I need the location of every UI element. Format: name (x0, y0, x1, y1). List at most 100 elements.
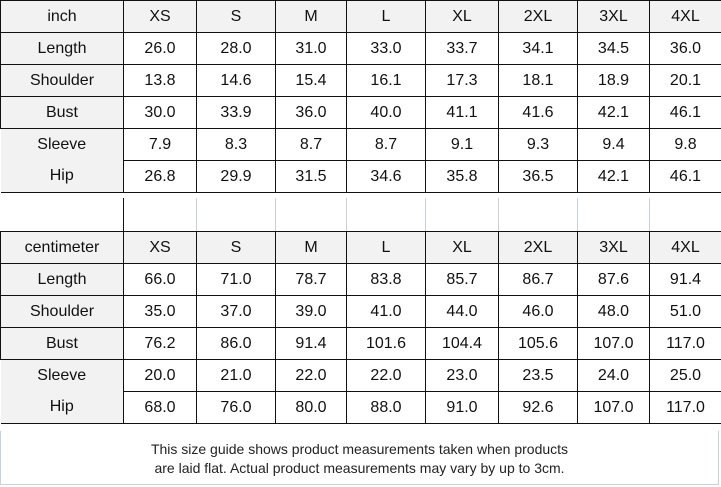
measurement-value: 9.3 (498, 128, 578, 161)
measurement-value: 87.6 (577, 263, 650, 296)
centimeter-size-table: centimeter XS S M L XL 2XL 3XL 4XL Length 66.0 71.0… (0, 231, 721, 424)
measurement-value: 44.0 (425, 295, 499, 328)
measurement-value: 117.0 (649, 391, 721, 424)
measurement-label: Hip (0, 391, 124, 424)
measurement-value: 9.4 (577, 128, 650, 161)
table-row: Hip 68.0 76.0 80.0 88.0 91.0 92.6 107.0 117.0 (0, 391, 721, 424)
measurement-value: 42.1 (577, 160, 650, 193)
measurement-value: 33.9 (196, 96, 276, 129)
spacer-divider (123, 198, 124, 231)
measurement-value: 24.0 (577, 359, 650, 392)
size-header: 4XL (649, 231, 721, 264)
measurement-value: 107.0 (577, 391, 650, 424)
note-line: This size guide shows product measuremen… (150, 441, 569, 457)
measurement-value: 86.0 (196, 327, 276, 360)
measurement-value: 51.0 (649, 295, 721, 328)
measurement-value: 34.6 (346, 160, 426, 193)
measurement-value: 46.1 (649, 160, 721, 193)
measurement-value: 36.5 (498, 160, 578, 193)
measurement-value: 23.0 (425, 359, 499, 392)
size-header: L (346, 0, 426, 33)
table-row: Length 26.0 28.0 31.0 33.0 33.7 34.1 34.5 36.0 (0, 32, 721, 65)
measurement-value: 48.0 (577, 295, 650, 328)
size-header: XL (425, 0, 499, 33)
measurement-value: 41.6 (498, 96, 578, 129)
spacer-divider (425, 198, 426, 231)
table-row: Hip 26.8 29.9 31.5 34.6 35.8 36.5 42.1 46.1 (0, 160, 721, 193)
measurement-label: Hip (0, 160, 124, 193)
spacer-divider (649, 198, 650, 231)
measurement-value: 33.7 (425, 32, 499, 65)
table-row: Bust 30.0 33.9 36.0 40.0 41.1 41.6 42.1 46.1 (0, 96, 721, 129)
unit-header: centimeter (0, 231, 124, 264)
measurement-label: Length (0, 32, 124, 65)
measurement-value: 78.7 (275, 263, 347, 296)
measurement-value: 40.0 (346, 96, 426, 129)
measurement-value: 18.9 (577, 64, 650, 97)
measurement-value: 80.0 (275, 391, 347, 424)
measurement-value: 31.0 (275, 32, 347, 65)
table-row: Shoulder 13.8 14.6 15.4 16.1 17.3 18.1 18.9 20.1 (0, 64, 721, 97)
measurement-value: 42.1 (577, 96, 650, 129)
measurement-value: 91.0 (425, 391, 499, 424)
spacer-divider (275, 198, 276, 231)
measurement-value: 28.0 (196, 32, 276, 65)
measurement-value: 117.0 (649, 327, 721, 360)
table-row: Sleeve 7.9 8.3 8.7 8.7 9.1 9.3 9.4 9.8 (0, 128, 721, 161)
measurement-value: 76.2 (123, 327, 197, 360)
measurement-value: 20.0 (123, 359, 197, 392)
size-header: S (196, 0, 276, 33)
measurement-value: 41.1 (425, 96, 499, 129)
spacer-divider (498, 198, 499, 231)
measurement-value: 26.8 (123, 160, 197, 193)
measurement-value: 16.1 (346, 64, 426, 97)
measurement-value: 101.6 (346, 327, 426, 360)
size-header: S (196, 231, 276, 264)
measurement-value: 9.1 (425, 128, 499, 161)
measurement-label: Sleeve (0, 128, 124, 161)
measurement-value: 37.0 (196, 295, 276, 328)
size-header: 3XL (577, 0, 650, 33)
size-header: M (275, 0, 347, 33)
measurement-label: Sleeve (0, 359, 124, 392)
measurement-value: 13.8 (123, 64, 197, 97)
measurement-value: 35.8 (425, 160, 499, 193)
measurement-value: 46.0 (498, 295, 578, 328)
measurement-value: 8.7 (346, 128, 426, 161)
measurement-value: 17.3 (425, 64, 499, 97)
measurement-value: 105.6 (498, 327, 578, 360)
size-header: 2XL (498, 0, 578, 33)
measurement-value: 22.0 (346, 359, 426, 392)
table-row: Shoulder 35.0 37.0 39.0 41.0 44.0 46.0 48.0 51.0 (0, 295, 721, 328)
measurement-value: 76.0 (196, 391, 276, 424)
measurement-value: 39.0 (275, 295, 347, 328)
measurement-value: 8.3 (196, 128, 276, 161)
measurement-value: 14.6 (196, 64, 276, 97)
measurement-value: 25.0 (649, 359, 721, 392)
measurement-value: 21.0 (196, 359, 276, 392)
measurement-value: 8.7 (275, 128, 347, 161)
size-header: L (346, 231, 426, 264)
measurement-value: 35.0 (123, 295, 197, 328)
spacer-divider (346, 198, 347, 231)
measurement-value: 26.0 (123, 32, 197, 65)
measurement-value: 92.6 (498, 391, 578, 424)
measurement-value: 85.7 (425, 263, 499, 296)
size-header: 3XL (577, 231, 650, 264)
measurement-label: Bust (0, 327, 124, 360)
table-row: Sleeve 20.0 21.0 22.0 22.0 23.0 23.5 24.0 25.0 (0, 359, 721, 392)
measurement-value: 34.1 (498, 32, 578, 65)
note-line: are laid flat. Actual product measuremen… (154, 460, 565, 476)
measurement-value: 7.9 (123, 128, 197, 161)
measurement-value: 9.8 (649, 128, 721, 161)
measurement-value: 83.8 (346, 263, 426, 296)
measurement-value: 107.0 (577, 327, 650, 360)
measurement-value: 22.0 (275, 359, 347, 392)
measurement-value: 91.4 (275, 327, 347, 360)
unit-header: inch (0, 0, 124, 33)
measurement-label: Bust (0, 96, 124, 129)
size-header: 2XL (498, 231, 578, 264)
measurement-value: 20.1 (649, 64, 721, 97)
size-header: 4XL (649, 0, 721, 33)
header-row: inch XS S M L XL 2XL 3XL 4XL (0, 0, 721, 33)
